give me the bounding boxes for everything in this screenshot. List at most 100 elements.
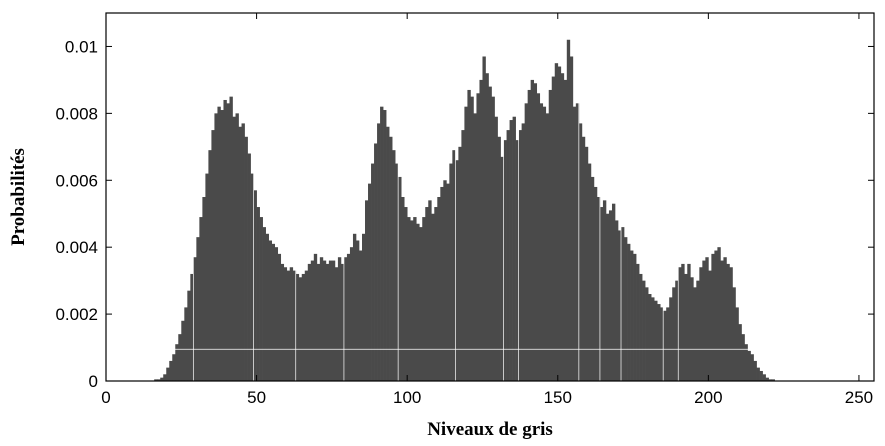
histogram-bar: [283, 267, 288, 381]
histogram-bar: [539, 103, 544, 381]
histogram-bar: [193, 257, 197, 381]
y-axis-ticks: 0 0.002 0.004 0.006 0.008 0.01: [55, 37, 874, 391]
histogram-bar: [545, 113, 550, 382]
histogram-bar: [371, 163, 375, 381]
histogram-bar: [163, 374, 167, 381]
histogram-bar: [657, 304, 661, 381]
histogram-bar: [732, 287, 736, 381]
histogram-bar: [470, 96, 474, 381]
histogram-bar: [365, 200, 369, 381]
histogram-bar: [262, 227, 266, 381]
histogram-bar: [584, 146, 589, 381]
histogram-bar: [533, 83, 538, 381]
histogram-bar: [476, 93, 480, 381]
histogram-bar: [184, 307, 188, 381]
histogram-bar: [542, 106, 547, 382]
histogram-bar: [750, 354, 754, 381]
histogram-bar: [602, 200, 607, 381]
histogram-bar: [611, 203, 616, 381]
histogram-bar: [624, 237, 628, 381]
histogram-bar: [380, 106, 384, 382]
histogram-bar: [410, 220, 414, 381]
histogram-bar: [286, 270, 291, 381]
histogram-bar: [280, 263, 285, 381]
histogram-bar: [343, 257, 348, 381]
histogram-bar: [605, 213, 610, 381]
histogram-bar: [587, 163, 592, 381]
histogram-bar: [202, 197, 206, 381]
histogram-bar: [521, 123, 525, 382]
histogram-bar: [741, 334, 745, 381]
y-tick-label: 0.004: [55, 238, 98, 257]
histogram-bar: [669, 297, 673, 381]
histogram-bar: [389, 136, 393, 381]
histogram-bar: [157, 379, 161, 381]
histogram-bar: [232, 116, 236, 382]
x-tick-label: 200: [694, 388, 722, 407]
histogram-bars: [154, 39, 775, 382]
histogram-bar: [618, 230, 622, 381]
histogram-bar: [422, 217, 426, 381]
histogram-bar: [759, 370, 763, 381]
histogram-bar: [190, 273, 194, 381]
histogram-bar: [717, 247, 721, 381]
histogram-bar: [256, 207, 260, 381]
histogram-bar: [352, 233, 357, 381]
histogram-bar: [310, 260, 315, 381]
histogram-bar: [485, 73, 489, 381]
histogram-bar: [614, 220, 619, 381]
histogram-bar: [349, 247, 354, 381]
histogram-bar: [322, 260, 327, 381]
histogram-bar: [214, 113, 218, 382]
histogram-bar: [494, 116, 498, 382]
histogram-bar: [331, 260, 336, 381]
histogram-bar: [642, 280, 646, 381]
histogram-bar: [696, 280, 700, 381]
histogram-bar: [518, 130, 522, 381]
histogram-bar: [362, 233, 366, 381]
histogram-bar: [169, 360, 173, 381]
histogram-bar: [633, 253, 637, 381]
histogram-bar: [672, 287, 676, 381]
histogram-bar: [693, 287, 697, 381]
histogram-bar: [241, 123, 245, 382]
histogram-bar: [663, 310, 667, 381]
x-axis-title: Niveaux de gris: [427, 419, 553, 440]
histogram-bar: [684, 273, 688, 381]
y-tick-label: 0: [89, 372, 98, 391]
x-axis-ticks: 0 50 100 150 200 250: [101, 13, 873, 407]
histogram-bar: [654, 300, 658, 381]
histogram-bar: [702, 260, 706, 381]
histogram-bar: [488, 86, 492, 381]
histogram-bar: [500, 156, 504, 381]
histogram-bar: [235, 113, 239, 382]
histogram-bar: [572, 106, 577, 382]
histogram-bar: [229, 96, 233, 381]
histogram-bar: [581, 136, 586, 381]
histogram-bar: [660, 307, 664, 381]
x-tick-label: 100: [393, 388, 421, 407]
histogram-bar: [428, 200, 432, 381]
histogram-bar: [497, 136, 501, 381]
histogram-bar: [368, 183, 372, 381]
histogram-bar: [675, 280, 679, 381]
y-tick-label: 0.006: [55, 171, 98, 190]
histogram-bar: [196, 237, 200, 381]
histogram-bar: [271, 243, 276, 381]
histogram-bar: [277, 253, 282, 381]
histogram-bar: [298, 277, 303, 381]
histogram-bar: [726, 263, 730, 381]
histogram-bar: [419, 227, 423, 381]
histogram-bar: [711, 253, 715, 381]
histogram-bar: [401, 197, 405, 381]
histogram-bar: [690, 277, 694, 381]
histogram-bar: [473, 113, 477, 382]
histogram-bar: [301, 273, 306, 381]
histogram-bar: [575, 103, 580, 381]
histogram-bar: [524, 103, 528, 381]
histogram-bar: [446, 183, 450, 381]
histogram-bar: [377, 123, 381, 382]
histogram-bar: [253, 190, 257, 381]
histogram-bar: [599, 207, 604, 381]
histogram-bar: [563, 79, 568, 381]
